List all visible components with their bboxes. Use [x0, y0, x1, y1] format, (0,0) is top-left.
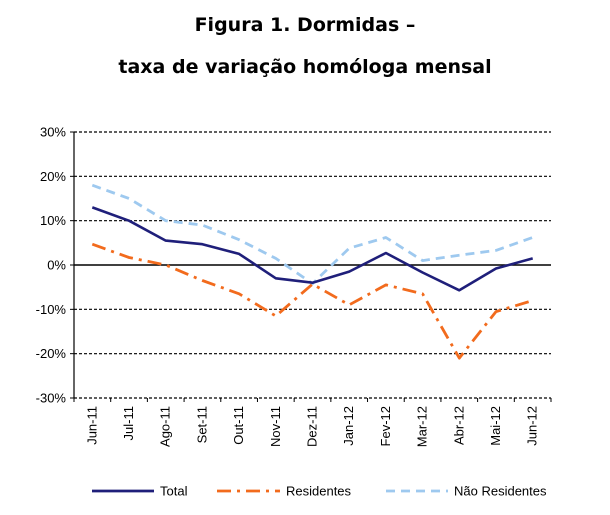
series-line-total — [91, 206, 534, 292]
y-tick-label-4: -10% — [36, 302, 67, 317]
y-tick-label-2: 10% — [40, 213, 66, 228]
chart-title-line2: taxa de variação homóloga mensal — [118, 56, 492, 78]
series-line-nao-residentes — [91, 183, 534, 286]
x-tick-label-6: Dez-11 — [305, 406, 320, 447]
legend-label-residentes: Residentes — [286, 484, 352, 499]
series-lines — [91, 183, 534, 360]
x-tick-label-1: Jul-11 — [121, 406, 136, 440]
y-tick-label-0: 30% — [40, 125, 66, 140]
axes — [70, 131, 552, 402]
x-tick-label-5: Nov-11 — [268, 406, 283, 447]
x-tick-label-3: Set-11 — [194, 406, 209, 443]
y-tick-label-1: 20% — [40, 169, 66, 184]
legend: Total Residentes Não Residentes — [92, 484, 547, 499]
y-tick-label-3: 0% — [47, 258, 66, 273]
x-tick-label-12: Jun-12 — [525, 406, 540, 446]
x-tick-label-0: Jun-11 — [84, 406, 99, 445]
y-tick-label-5: -20% — [36, 346, 67, 361]
x-tick-label-8: Fev-12 — [378, 406, 393, 446]
series-line-residentes — [91, 242, 534, 360]
legend-label-nao-residentes: Não Residentes — [454, 484, 547, 499]
x-tick-label-11: Mai-12 — [488, 406, 503, 446]
chart-title-line1: Figura 1. Dormidas – — [194, 14, 416, 36]
legend-label-total: Total — [160, 484, 188, 499]
gridlines — [74, 131, 551, 399]
y-tick-label-6: -30% — [36, 391, 67, 406]
x-tick-label-9: Mar-12 — [415, 406, 430, 447]
x-tick-label-7: Jan-12 — [341, 406, 356, 446]
x-tick-labels: Jun-11 Jul-11 Ago-11 Set-11 Out-11 Nov-11 Dez-… — [84, 406, 539, 447]
x-tick-label-4: Out-11 — [231, 406, 246, 445]
y-tick-labels: 30% 20% 10% 0% -10% -20% -30% — [36, 125, 67, 406]
x-tick-label-2: Ago-11 — [158, 406, 173, 447]
x-tick-label-10: Abr-12 — [451, 406, 466, 445]
